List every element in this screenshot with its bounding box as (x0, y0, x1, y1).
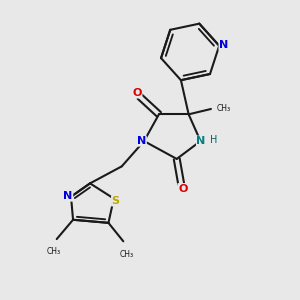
Text: H: H (210, 136, 218, 146)
Text: CH₃: CH₃ (47, 248, 61, 256)
Text: CH₃: CH₃ (216, 103, 230, 112)
Text: S: S (112, 196, 120, 206)
Text: N: N (137, 136, 146, 146)
Text: N: N (196, 136, 206, 146)
Text: O: O (133, 88, 142, 98)
Text: N: N (219, 40, 228, 50)
Text: CH₃: CH₃ (119, 250, 133, 259)
Text: N: N (63, 191, 73, 201)
Text: O: O (178, 184, 188, 194)
